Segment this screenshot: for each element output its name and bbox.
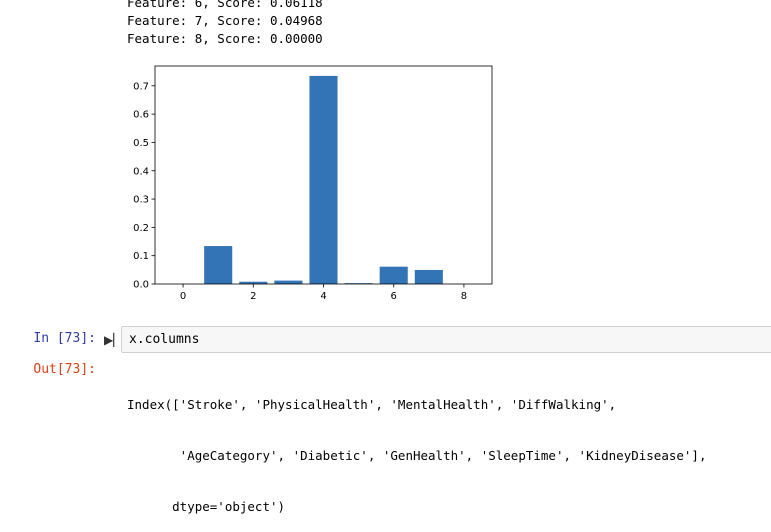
code-text: x.columns — [129, 332, 200, 347]
y-tick-label: 0.5 — [133, 138, 149, 149]
cell-output-line-1: Index(['Stroke', 'PhysicalHealth', 'Ment… — [127, 397, 617, 412]
bar-feature-4 — [309, 75, 338, 284]
y-tick-label: 0.6 — [133, 110, 149, 121]
x-axis: 0 2 4 6 8 — [180, 284, 467, 302]
input-prompt: In [73]: — [33, 331, 96, 346]
y-axis: 0.0 0.1 0.2 0.3 0.4 0.5 0.6 0.7 — [133, 81, 155, 291]
bar-feature-1 — [204, 246, 233, 284]
bar-feature-6 — [379, 266, 408, 284]
output-line-3: Feature: 8, Score: 0.00000 — [127, 31, 323, 46]
output-line-1: Feature: 6, Score: 0.06118 — [127, 0, 323, 10]
bars-group — [204, 75, 443, 284]
bar-feature-7 — [414, 269, 443, 284]
output-prompt: Out[73]: — [33, 362, 96, 377]
bar-feature-2 — [239, 281, 268, 284]
y-tick-label: 0.4 — [133, 166, 149, 177]
y-tick-label: 0.7 — [133, 81, 149, 92]
y-tick-label: 0.0 — [133, 280, 149, 291]
x-tick-label: 2 — [250, 291, 256, 302]
cell-output-line-3: dtype='object') — [127, 499, 286, 514]
y-tick-label: 0.2 — [133, 223, 149, 234]
feature-importance-chart: 0.0 0.1 0.2 0.3 0.4 0.5 0.6 0.7 0 2 4 6 8 — [133, 65, 493, 302]
run-cell-icon[interactable]: ▶▏ — [104, 333, 123, 347]
output-line-2: Feature: 7, Score: 0.04968 — [127, 13, 323, 28]
code-input-area[interactable]: x.columns — [121, 326, 771, 353]
y-tick-label: 0.3 — [133, 195, 149, 206]
x-tick-label: 8 — [461, 291, 467, 302]
bar-feature-5 — [344, 283, 373, 284]
cell-output-line-2: 'AgeCategory', 'Diabetic', 'GenHealth', … — [127, 448, 707, 463]
bar-feature-3 — [274, 280, 303, 284]
cell-output: Index(['Stroke', 'PhysicalHealth', 'Ment… — [127, 362, 706, 532]
y-tick-label: 0.1 — [133, 251, 149, 262]
plot-frame — [154, 65, 493, 285]
x-tick-label: 6 — [391, 291, 397, 302]
x-tick-label: 4 — [320, 291, 326, 302]
x-tick-label: 0 — [180, 291, 186, 302]
